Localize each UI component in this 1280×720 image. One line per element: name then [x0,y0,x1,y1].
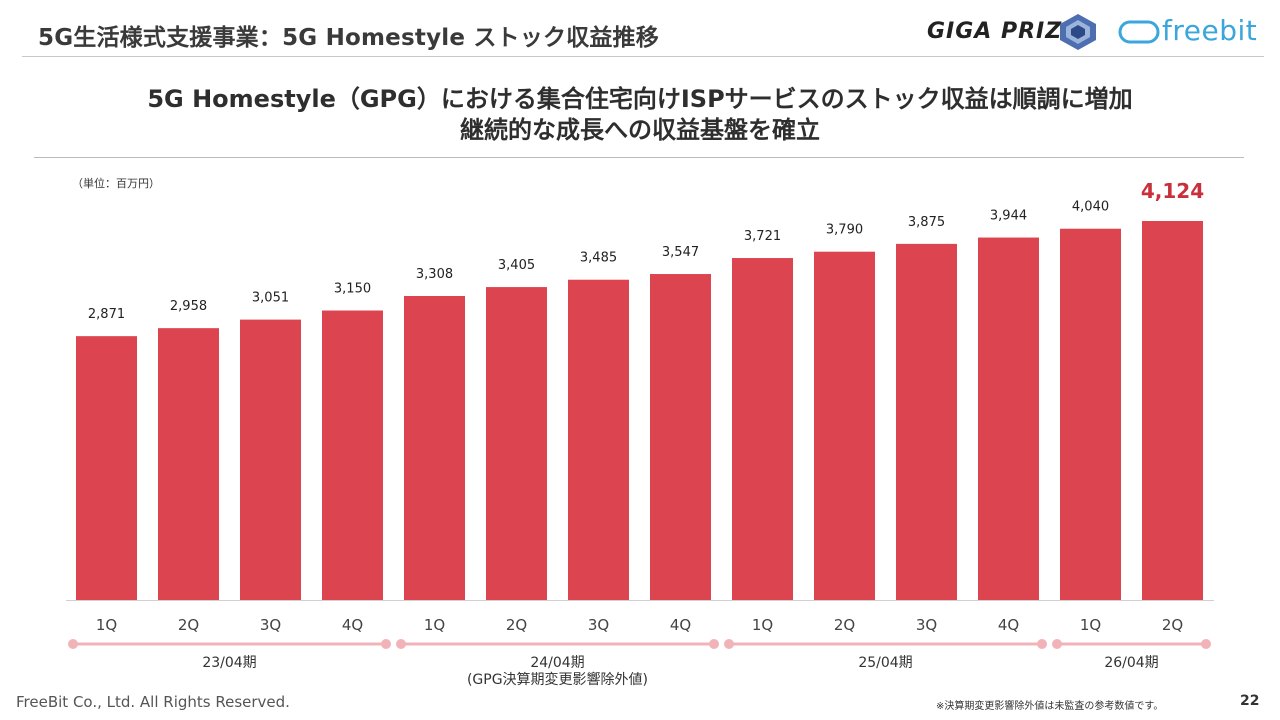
period-bracket-end [68,639,78,649]
period-bracket-end [1201,639,1211,649]
footer-copyright: FreeBit Co., Ltd. All Rights Reserved. [16,693,290,711]
bar-value-label: 3,308 [416,267,453,282]
page-number: 22 [1240,693,1260,709]
bar [978,237,1039,601]
x-tick-label: 1Q [424,616,445,634]
bar-value-label: 3,944 [990,209,1027,224]
x-tick-label: 4Q [342,616,363,634]
bar-value-label: 3,405 [498,258,535,273]
bar-value-label: 4,040 [1072,200,1109,215]
bar [896,243,957,600]
period-bracket-end [1037,639,1047,649]
x-tick-label: 3Q [916,616,937,634]
headline-divider [34,157,1244,158]
x-tick-label: 1Q [1080,616,1101,634]
bar-value-label: 3,150 [334,282,371,297]
chart-unit-label: （単位：百万円） [72,177,160,190]
period-sublabel: (GPG決算期変更影響除外値) [467,671,648,688]
period-bracket-end [1052,639,1062,649]
x-tick-label: 3Q [260,616,281,634]
bar [814,251,875,601]
bar [650,274,711,600]
bar-value-label: 4,124 [1141,179,1204,203]
headline-line-1: 5G Homestyle（GPG）における集合住宅向けISPサービスのストック収… [147,85,1133,113]
bar [568,279,629,600]
bar-value-label: 3,051 [252,291,289,306]
headline: 5G Homestyle（GPG）における集合住宅向けISPサービスのストック収… [0,84,1280,146]
bar-value-label: 2,871 [88,307,125,322]
x-tick-label: 4Q [670,616,691,634]
period-label: 26/04期 [1104,655,1158,671]
freebit-logo-icon [1118,20,1160,44]
bar [732,258,793,600]
period-bracket-end [396,639,406,649]
bar-value-label: 3,485 [580,251,617,266]
x-tick-label: 1Q [752,616,773,634]
bar-value-label: 3,790 [826,223,863,238]
period-label: 24/04期 [530,655,584,671]
gigaprize-logo-text: GIGA PRIZE [927,19,1079,44]
bar [240,319,301,600]
x-tick-label: 4Q [998,616,1019,634]
bar [76,336,137,600]
footer-note: ※決算期変更影響除外値は未監査の参考数値です。 [936,701,1164,712]
x-tick-label: 2Q [834,616,855,634]
headline-line-2: 継続的な成長への収益基盤を確立 [460,116,820,144]
bar-value-label: 3,547 [662,245,699,260]
gigaprize-logo-icon [1060,14,1096,50]
x-tick-label: 2Q [1162,616,1183,634]
bar [322,310,383,600]
slide-title: 5G生活様式支援事業：5G Homestyle ストック収益推移 [38,25,659,51]
bar-value-label: 3,721 [744,229,781,244]
period-bracket-end [381,639,391,649]
period-bracket-end [724,639,734,649]
bar [486,287,547,600]
period-bracket-end [709,639,719,649]
period-label: 25/04期 [858,655,912,671]
bar [404,295,465,600]
freebit-logo-text: freebit [1162,14,1258,47]
title-divider [22,56,1264,57]
x-tick-label: 3Q [588,616,609,634]
period-label: 23/04期 [202,655,256,671]
x-tick-label: 2Q [178,616,199,634]
bar [1060,228,1121,600]
bar [1142,221,1203,600]
bar-value-label: 3,875 [908,215,945,230]
bar-value-label: 2,958 [170,299,207,314]
x-tick-label: 1Q [96,616,117,634]
x-tick-label: 2Q [506,616,527,634]
bar [158,328,219,600]
